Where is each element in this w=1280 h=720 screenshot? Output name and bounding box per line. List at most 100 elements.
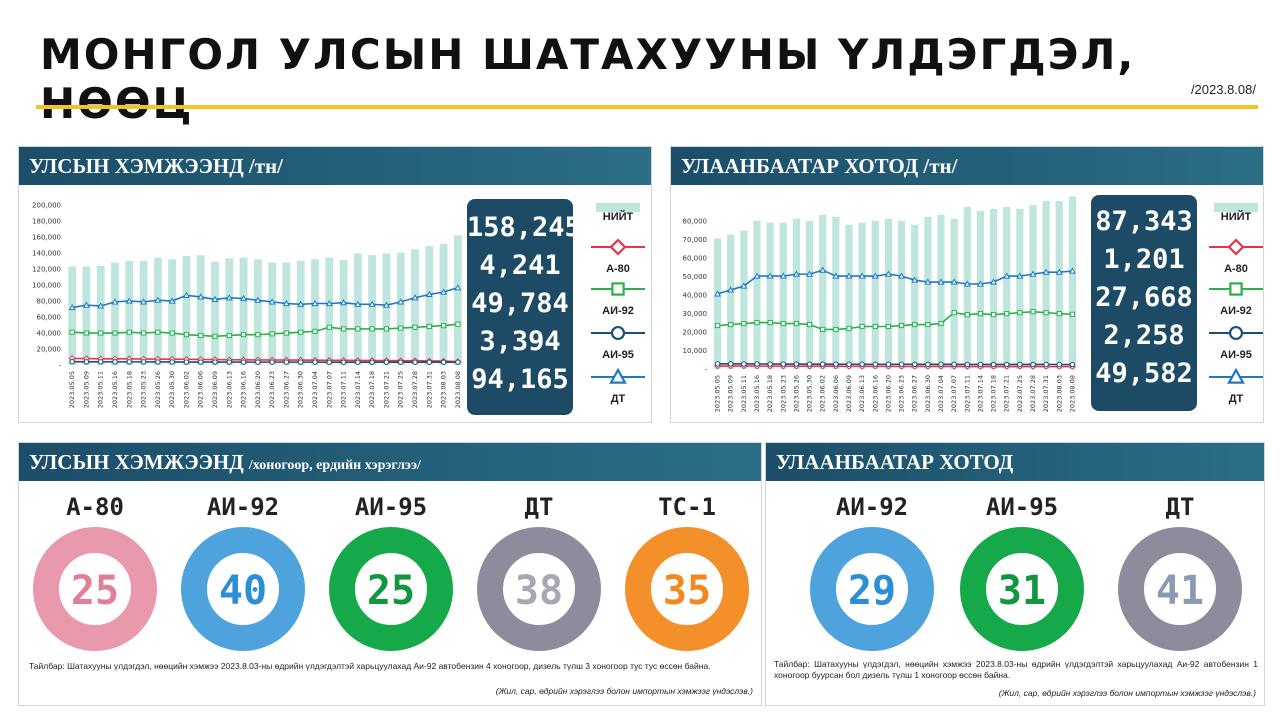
national-days-ring-hole xyxy=(504,554,574,624)
ub-ytick: 50,000 xyxy=(683,273,708,281)
national-bar-total xyxy=(382,253,391,365)
ub-point-ДТ xyxy=(1068,267,1076,274)
national-bar-total xyxy=(411,249,419,365)
ub-point-ДТ xyxy=(779,272,787,279)
national-point-АИ-92 xyxy=(155,329,161,335)
ub-bar-total xyxy=(713,238,722,369)
ub-point-АИ-92 xyxy=(990,312,997,318)
ub-point-ДТ xyxy=(871,272,879,279)
national-days-value-ТС-1: 35 xyxy=(663,568,711,614)
national-days-header: УЛСЫН ХЭМЖЭЭНД /хоногоор, ердийн хэрэглэ… xyxy=(19,443,761,481)
national-days-value-АИ-95: 25 xyxy=(367,568,415,614)
national-bar-total xyxy=(311,259,319,365)
ub-days-header: УЛААНБААТАР ХОТОД xyxy=(766,443,1264,481)
ub-xtick: 2023.06.23 xyxy=(898,375,906,412)
national-legend-a80: А-80 xyxy=(606,263,630,275)
ub-days-title: УЛААНБААТАР ХОТОД xyxy=(776,450,1014,474)
ub-point-АИ-95 xyxy=(977,361,984,368)
ub-bar-total xyxy=(871,220,879,369)
national-point-АИ-92 xyxy=(126,329,132,335)
national-xtick: 2023.05.23 xyxy=(140,371,148,408)
national-xtick: 2023.05.30 xyxy=(168,371,176,408)
national-point-АИ-95 xyxy=(426,359,432,365)
national-point-АИ-92 xyxy=(383,326,390,332)
national-days-label-АИ-95: АИ-95 xyxy=(354,493,428,521)
national-point-ДТ xyxy=(440,288,448,295)
ub-point-АИ-92 xyxy=(925,321,931,328)
national-ytick: 20,000 xyxy=(37,346,62,354)
national-xtick: 2023.06.23 xyxy=(268,371,276,408)
ub-point-АИ-95 xyxy=(912,361,918,368)
national-bar-total xyxy=(339,260,348,365)
ub-ytick: 30,000 xyxy=(683,310,708,318)
ub-days-label-АИ-92: АИ-92 xyxy=(835,493,909,521)
ub-legend-ai95: АИ-95 xyxy=(1220,349,1252,361)
ub-legend-total: НИЙТ xyxy=(1220,211,1252,223)
national-days-label-ДТ: ДТ xyxy=(524,493,554,521)
ub-point-АИ-92 xyxy=(964,312,970,318)
national-point-АИ-92 xyxy=(455,321,461,327)
ub-point-ДТ xyxy=(976,280,984,287)
national-bar-total xyxy=(225,258,234,365)
national-ytick: 180,000 xyxy=(32,218,61,226)
national-total-ai92: 49,784 xyxy=(471,288,569,319)
ub-point-ДТ xyxy=(950,278,958,285)
national-xtick: 2023.06.16 xyxy=(240,371,248,408)
ub-point-АИ-92 xyxy=(885,323,892,330)
ub-point-АИ-95 xyxy=(833,361,839,367)
ub-point-ДТ xyxy=(819,266,827,273)
ub-days-donut-ДТ: 41 xyxy=(1118,527,1242,651)
national-days-ring-hole xyxy=(208,554,278,624)
national-bar-total xyxy=(96,265,105,365)
ub-xtick: 2023.06.30 xyxy=(924,375,932,412)
national-point-АИ-95 xyxy=(298,359,304,365)
national-point-ДТ xyxy=(125,297,133,304)
ub-point-АИ-95 xyxy=(754,361,760,367)
national-bar-total xyxy=(139,260,148,365)
national-bar-total xyxy=(396,252,405,365)
ub-point-АИ-95 xyxy=(990,361,997,368)
national-bar-total xyxy=(439,243,448,365)
national-bar-total xyxy=(82,266,91,365)
ub-days-value-АИ-92: 29 xyxy=(848,568,896,614)
national-point-АИ-92 xyxy=(440,323,447,329)
ub-bar-total xyxy=(845,224,853,369)
national-xtick: 2023.07.14 xyxy=(354,371,362,408)
national-point-ДТ xyxy=(282,299,290,307)
national-ytick: 100,000 xyxy=(32,282,61,290)
legend-marker-ДТ xyxy=(1227,367,1245,384)
national-point-ДТ xyxy=(254,296,262,303)
ub-chart-header: УЛААНБААТАР ХОТОД /тн/ xyxy=(671,147,1263,185)
ub-point-АИ-95 xyxy=(1004,361,1010,368)
national-bar-total xyxy=(168,259,177,365)
national-bar-total xyxy=(111,262,119,365)
ub-days-source: (Жил, сар, өдрийн хэрэглээ болон импорты… xyxy=(998,688,1256,698)
national-bar-total xyxy=(282,262,291,365)
national-point-АИ-95 xyxy=(312,359,318,365)
national-point-ДТ xyxy=(454,284,462,291)
national-totals-box: 158,245 4,241 49,784 3,394 94,165 xyxy=(467,199,581,415)
national-xtick: 2023.05.26 xyxy=(154,371,162,408)
ub-line-ДТ xyxy=(717,269,1073,295)
ub-point-ДТ xyxy=(1055,268,1063,275)
national-legend: НИЙТ А-80 АИ-92 АИ-95 ДТ xyxy=(583,201,653,411)
national-days-donut-ТС-1: 35 xyxy=(625,527,749,651)
national-point-ДТ xyxy=(297,300,305,307)
national-point-ДТ xyxy=(268,298,276,305)
national-bar-total xyxy=(268,262,277,365)
ub-point-АИ-95 xyxy=(964,361,970,368)
national-bar-total xyxy=(125,260,134,365)
national-point-АИ-95 xyxy=(240,359,247,365)
national-xtick: 2023.06.09 xyxy=(211,371,219,408)
ub-legend-a80: А-80 xyxy=(1224,263,1248,275)
ub-chart: 80,000 70,000 60,000 50,000 40,000 30,000 20,0… xyxy=(683,196,1076,412)
ub-point-АИ-95 xyxy=(714,361,721,367)
ub-bar-total xyxy=(858,222,866,369)
ub-days-ring-hole xyxy=(837,554,907,624)
ub-xtick: 2023.06.13 xyxy=(858,375,866,412)
ub-bar-total xyxy=(740,230,748,369)
ub-point-АИ-92 xyxy=(780,320,786,327)
ub-point-АИ-92 xyxy=(820,326,826,333)
ub-xtick: 2023.07.21 xyxy=(1003,375,1011,412)
national-days-ring-hole xyxy=(356,554,426,624)
